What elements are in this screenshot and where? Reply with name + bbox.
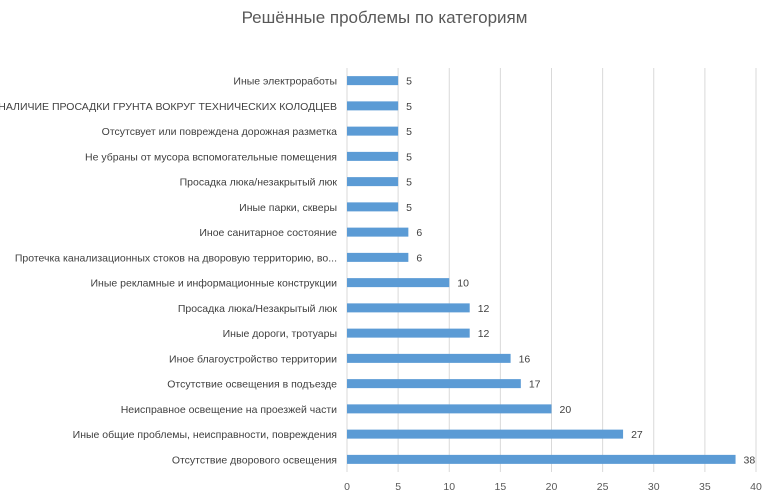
x-tick-label: 35 [699, 481, 711, 493]
category-label: Иные общие проблемы, неисправности, повр… [73, 429, 337, 441]
bar [347, 202, 399, 212]
category-label: Иное санитарное состояние [199, 227, 337, 239]
category-label: Иные рекламные и информационные конструк… [91, 278, 338, 290]
category-label: Неисправное освещение на проезжей части [121, 404, 337, 416]
data-label: 10 [457, 278, 469, 290]
bar [347, 227, 409, 237]
data-label: 5 [406, 76, 412, 88]
x-tick-label: 10 [443, 481, 455, 493]
data-label: 27 [631, 429, 643, 441]
bar [347, 303, 470, 313]
x-tick-label: 0 [344, 481, 350, 493]
x-tick-label: 40 [750, 481, 762, 493]
data-label: 20 [560, 404, 572, 416]
data-label: 16 [519, 353, 531, 365]
category-label: Иные дороги, тротуары [223, 328, 337, 340]
category-label: НАЛИЧИЕ ПРОСАДКИ ГРУНТА ВОКРУГ ТЕХНИЧЕСК… [0, 101, 337, 113]
category-label: Не убраны от мусора вспомогательные поме… [85, 151, 337, 163]
bar [347, 278, 450, 288]
data-label: 38 [744, 454, 756, 466]
data-label: 5 [406, 126, 412, 138]
category-label: Протечка канализационных стоков на дворо… [15, 252, 337, 264]
bar [347, 328, 470, 338]
chart-title: Решённые проблемы по категориям [241, 8, 528, 27]
x-tick-label: 5 [395, 481, 401, 493]
bar [347, 454, 736, 464]
x-tick-label: 20 [546, 481, 558, 493]
data-label: 5 [406, 202, 412, 214]
data-label: 5 [406, 177, 412, 189]
data-label: 17 [529, 379, 541, 391]
category-label: Иные парки, скверы [239, 202, 337, 214]
data-label: 6 [416, 227, 422, 239]
bar [347, 126, 399, 136]
bar [347, 404, 552, 414]
category-label: Просадка люка/незакрытый люк [180, 177, 338, 189]
category-label: Иные электроработы [233, 76, 337, 88]
x-tick-label: 25 [597, 481, 609, 493]
bar [347, 379, 521, 389]
data-label: 5 [406, 151, 412, 163]
bar [347, 353, 511, 363]
category-label: Иное благоустройство территории [169, 353, 337, 365]
bar [347, 177, 399, 187]
bar [347, 151, 399, 161]
data-label: 6 [416, 252, 422, 264]
bar [347, 101, 399, 111]
data-label: 5 [406, 101, 412, 113]
bar [347, 252, 409, 262]
category-label: Просадка люка/Незакрытый люк [178, 303, 338, 315]
category-label: Отсутсвует или повреждена дорожная разме… [102, 126, 337, 138]
category-label: Отсутствие освещения в подъезде [167, 379, 337, 391]
data-label: 12 [478, 328, 490, 340]
category-label: Отсутствие дворового освещения [172, 454, 337, 466]
bar [347, 76, 399, 86]
bar [347, 429, 624, 439]
x-tick-label: 30 [648, 481, 660, 493]
x-tick-label: 15 [495, 481, 507, 493]
data-label: 12 [478, 303, 490, 315]
